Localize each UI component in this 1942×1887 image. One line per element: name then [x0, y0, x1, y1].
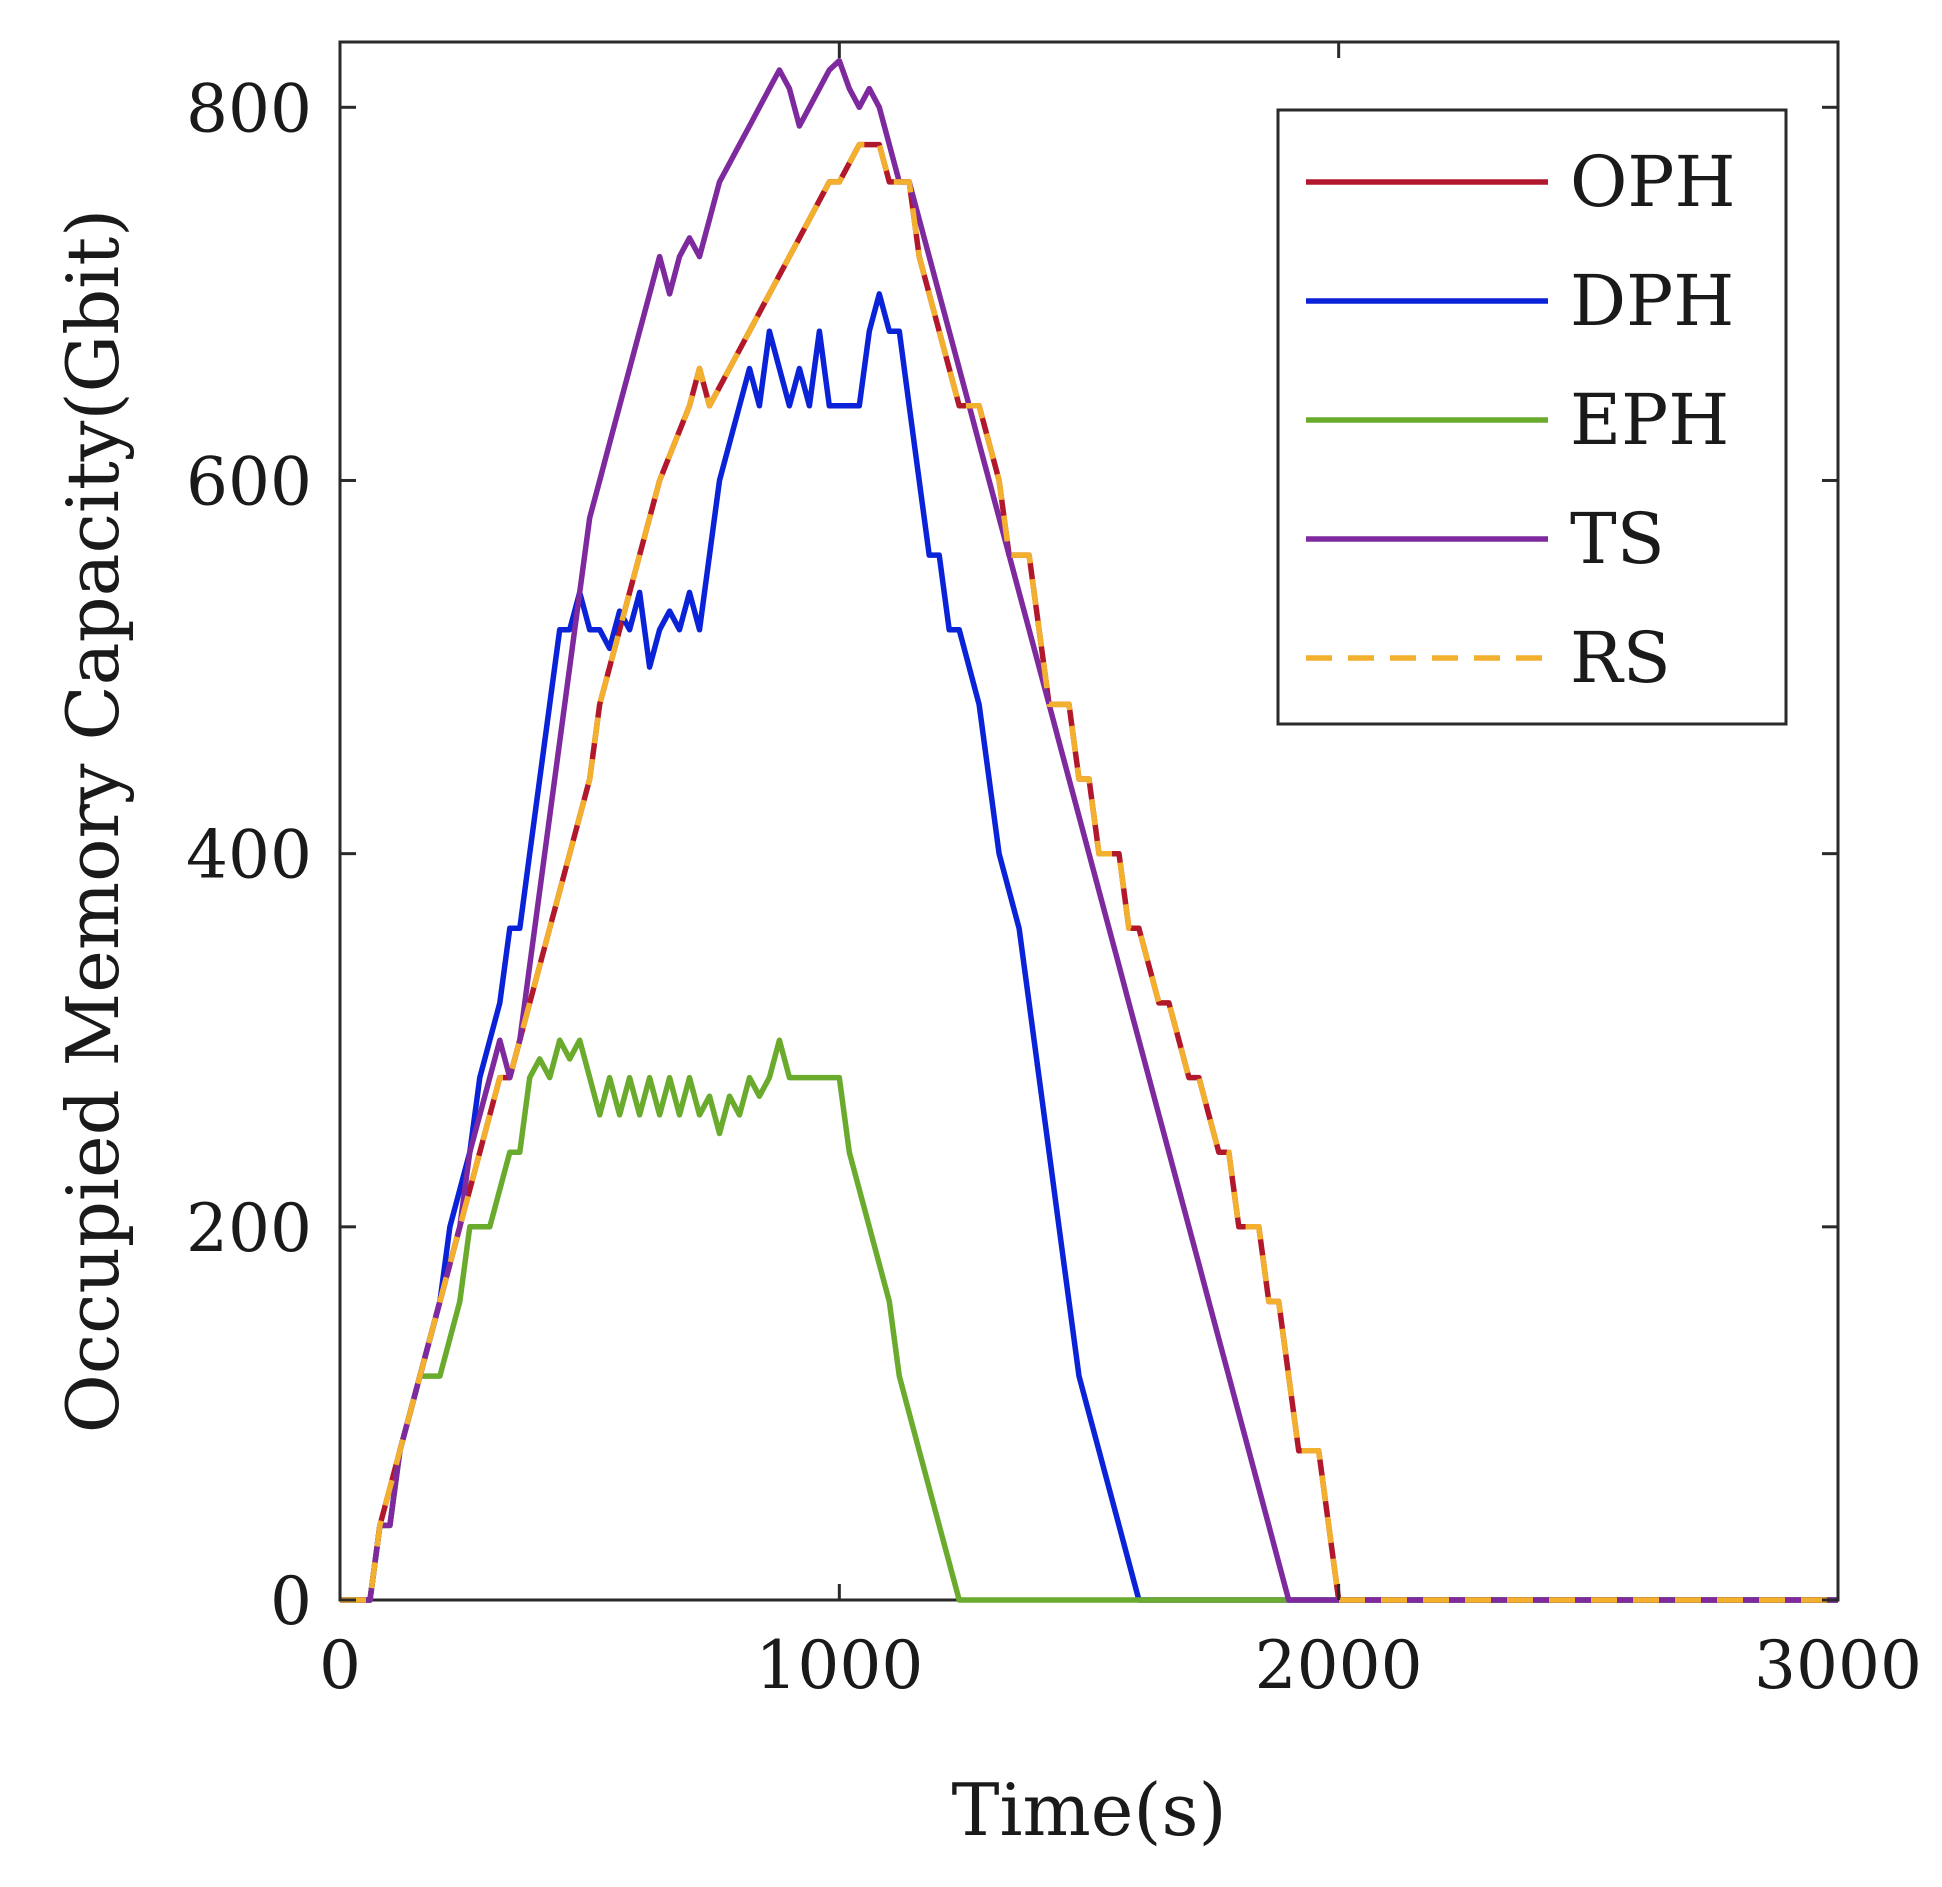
y-tick-label: 200: [186, 1190, 312, 1267]
y-axis-label: Occupied Memory Capacity(Gbit): [51, 209, 135, 1433]
legend: OPH DPH EPH TS RS: [1276, 108, 1788, 726]
legend-label-dph: DPH: [1570, 260, 1734, 342]
legend-label-oph: OPH: [1570, 141, 1736, 223]
y-tick-label: 400: [186, 817, 312, 894]
legend-box: [1276, 108, 1788, 726]
legend-label-ts: TS: [1570, 498, 1665, 580]
y-tick-label: 0: [270, 1563, 312, 1640]
legend-items: OPH DPH EPH TS RS: [1306, 141, 1736, 699]
x-tick-label: 1000: [755, 1627, 923, 1704]
y-tick-label: 600: [186, 443, 312, 520]
series-line-eph: [340, 1037, 1838, 1603]
series-line-ts: [340, 57, 1838, 1603]
legend-label-rs: RS: [1570, 617, 1671, 699]
series-line-rs: [340, 141, 1838, 1603]
x-axis-label: Time(s): [951, 1768, 1226, 1852]
series-layer: [340, 57, 1838, 1603]
y-tick-label: 800: [186, 70, 312, 147]
x-tick-label: 0: [319, 1627, 361, 1704]
x-tick-label: 3000: [1754, 1627, 1922, 1704]
legend-label-eph: EPH: [1570, 379, 1729, 461]
x-tick-label: 2000: [1255, 1627, 1423, 1704]
tick-layer: 0 1000 2000 3000 0 200 400 600 800: [186, 42, 1922, 1704]
